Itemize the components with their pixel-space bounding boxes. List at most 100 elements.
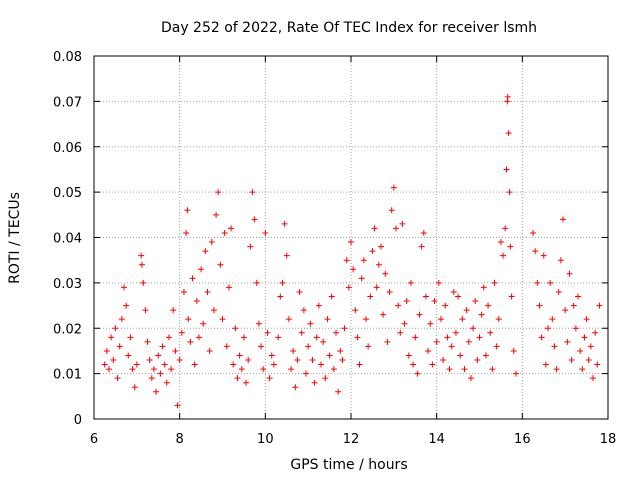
data-point [206,347,213,354]
data-point [309,357,316,364]
x-tick-label: 8 [176,432,184,447]
data-point [138,252,145,259]
data-point [221,229,228,236]
data-point [354,334,361,341]
data-point [213,211,220,218]
data-point [165,334,172,341]
data-point [371,225,378,232]
data-point [444,334,451,341]
data-point [343,257,350,264]
data-point [131,384,138,391]
y-tick-label: 0.03 [53,277,82,292]
data-point [401,320,408,327]
data-point [204,288,211,295]
data-point [418,243,425,250]
data-point [185,316,192,323]
data-point [367,293,374,300]
data-point [133,361,140,368]
data-point [536,302,543,309]
data-point [352,307,359,314]
data-point [431,298,438,305]
y-tick-label: 0.02 [53,322,82,337]
data-point [440,357,447,364]
data-point [416,311,423,318]
data-point [572,325,579,332]
y-tick-label: 0 [74,413,82,428]
x-tick-label: 16 [514,432,531,447]
data-point [360,257,367,264]
data-point [262,229,269,236]
data-point [281,220,288,227]
x-tick-label: 10 [257,432,274,447]
data-point [292,384,299,391]
data-point [566,270,573,277]
data-point [470,325,477,332]
data-point [480,284,487,291]
x-tick-label: 18 [600,432,617,447]
data-point [542,361,549,368]
data-point [500,252,507,259]
data-point [590,375,597,382]
data-point [105,366,112,373]
data-point [328,293,335,300]
data-point [157,370,164,377]
data-point [251,216,258,223]
data-point [427,320,434,327]
data-point [442,302,449,309]
y-tick-label: 0.05 [53,186,82,201]
y-tick-label: 0.01 [53,368,82,383]
data-point [283,252,290,259]
data-point [155,352,162,359]
data-point [140,279,147,286]
data-point [350,266,357,273]
data-point [189,275,196,282]
data-point [504,93,511,100]
data-point [225,284,232,291]
data-point [577,347,584,354]
data-point [247,243,254,250]
data-point [446,366,453,373]
data-point [585,357,592,364]
data-point [125,352,132,359]
data-point [266,375,273,382]
data-point [448,343,455,350]
data-point [594,361,601,368]
x-axis-title: GPS time / hours [290,457,407,473]
chart-title: Day 252 of 2022, Rate Of TEC Index for r… [161,20,537,36]
data-point [326,352,333,359]
data-point [467,375,474,382]
data-point [168,366,175,373]
data-point [120,284,127,291]
data-point [388,207,395,214]
data-point [570,302,577,309]
data-point [288,366,295,373]
data-point [545,325,552,332]
data-point [564,338,571,345]
data-point [495,316,502,323]
data-point [596,302,603,309]
data-point [187,338,194,345]
data-point [553,366,560,373]
data-point [345,284,352,291]
data-point [129,366,136,373]
data-point [243,379,250,386]
data-point [200,320,207,327]
data-point [384,338,391,345]
data-point [540,252,547,259]
data-point [330,366,337,373]
data-point [489,366,496,373]
data-point [101,361,108,368]
data-point [110,357,117,364]
data-point [193,298,200,305]
data-point [422,293,429,300]
data-point [534,279,541,286]
data-point [232,325,239,332]
data-point [506,189,513,196]
data-point [581,334,588,341]
data-point [549,316,556,323]
data-point [285,316,292,323]
data-point [405,352,412,359]
data-point [315,302,322,309]
data-point [148,375,155,382]
